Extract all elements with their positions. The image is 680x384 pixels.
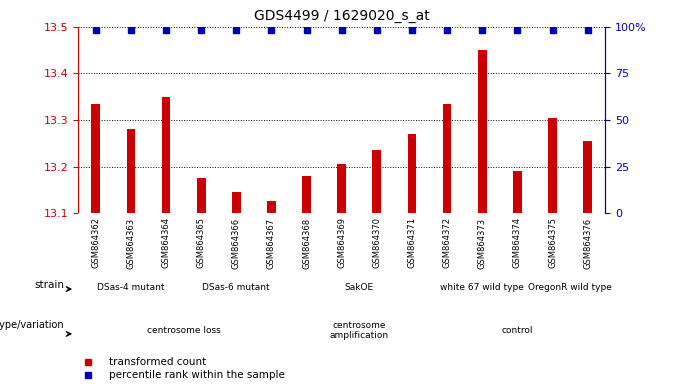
Text: GSM864375: GSM864375	[548, 217, 557, 268]
Text: GSM864364: GSM864364	[162, 217, 171, 268]
Text: white 67 wild type: white 67 wild type	[440, 283, 524, 291]
Text: percentile rank within the sample: percentile rank within the sample	[109, 370, 285, 380]
Text: GSM864373: GSM864373	[478, 217, 487, 268]
Text: GSM864367: GSM864367	[267, 217, 276, 268]
Text: genotype/variation: genotype/variation	[0, 320, 64, 330]
Text: centrosome loss: centrosome loss	[147, 326, 220, 335]
Bar	[478, 50, 487, 213]
Bar	[267, 202, 276, 213]
Text: control: control	[502, 326, 533, 335]
Text: GSM864370: GSM864370	[373, 217, 381, 268]
Text: GSM864376: GSM864376	[583, 217, 592, 268]
Text: GSM864371: GSM864371	[407, 217, 416, 268]
Text: SakOE: SakOE	[345, 283, 374, 291]
Bar	[232, 192, 241, 213]
Bar	[337, 164, 346, 213]
Bar	[583, 141, 592, 213]
Text: DSas-4 mutant: DSas-4 mutant	[97, 283, 165, 291]
Text: DSas-6 mutant: DSas-6 mutant	[203, 283, 270, 291]
Text: GSM864363: GSM864363	[126, 217, 135, 268]
Bar	[407, 134, 416, 213]
Title: GDS4499 / 1629020_s_at: GDS4499 / 1629020_s_at	[254, 9, 430, 23]
Bar	[126, 129, 135, 213]
Text: GSM864368: GSM864368	[302, 217, 311, 268]
Text: GSM864372: GSM864372	[443, 217, 452, 268]
Text: GSM864362: GSM864362	[91, 217, 100, 268]
Text: GSM864365: GSM864365	[197, 217, 205, 268]
Bar	[91, 104, 100, 213]
Bar	[162, 97, 171, 213]
Text: centrosome
amplification: centrosome amplification	[330, 321, 389, 340]
Text: transformed count: transformed count	[109, 357, 206, 367]
Bar	[513, 171, 522, 213]
Bar	[548, 118, 557, 213]
Bar	[197, 178, 205, 213]
Text: GSM864369: GSM864369	[337, 217, 346, 268]
Bar	[443, 104, 452, 213]
Bar	[302, 176, 311, 213]
Text: GSM864374: GSM864374	[513, 217, 522, 268]
Text: OregonR wild type: OregonR wild type	[528, 283, 612, 291]
Text: strain: strain	[34, 280, 64, 290]
Bar	[373, 150, 381, 213]
Text: GSM864366: GSM864366	[232, 217, 241, 268]
